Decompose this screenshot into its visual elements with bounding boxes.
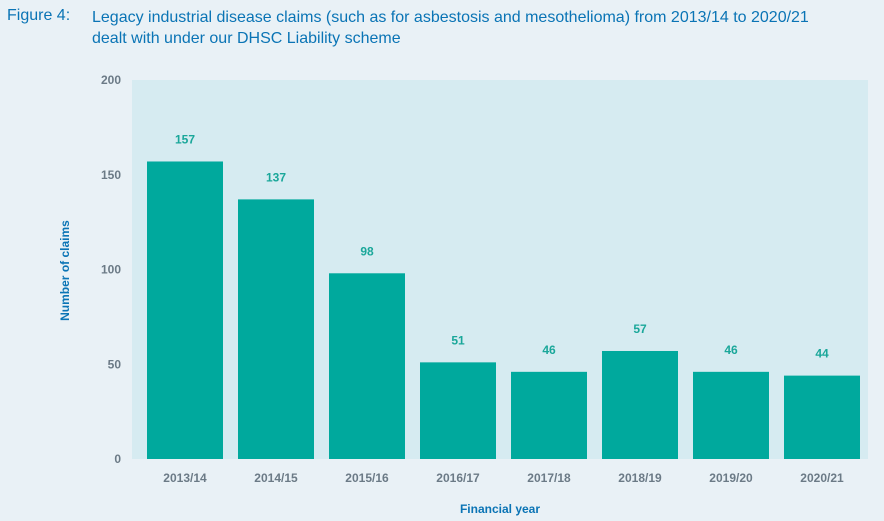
y-tick-label: 0 [114,452,121,466]
bar [784,375,860,459]
data-label: 57 [633,322,647,336]
y-tick-label: 150 [101,168,121,182]
data-label: 137 [266,170,286,184]
x-tick-label: 2020/21 [800,471,844,485]
data-label: 157 [175,132,195,146]
data-label: 46 [542,343,556,357]
figure-title-line-2: dealt with under our DHSC Liability sche… [92,30,401,47]
x-tick-label: 2013/14 [163,471,207,485]
data-label: 51 [451,333,465,347]
x-axis-ticks: 2013/14 2014/15 2015/16 2016/17 2017/18 2018/… [163,471,844,485]
x-tick-label: 2017/18 [527,471,571,485]
bar [602,350,678,459]
bar [147,161,223,460]
x-tick-label: 2014/15 [254,471,298,485]
y-axis-ticks: 0 50 100 150 200 [101,73,121,466]
figure-title-line-1: Legacy industrial disease claims (such a… [92,9,809,26]
x-tick-label: 2018/19 [618,471,662,485]
y-tick-label: 50 [108,357,122,371]
bar [511,371,587,459]
y-axis-title: Number of claims [58,220,72,321]
data-label: 46 [724,343,738,357]
bar [693,371,769,459]
bar [329,273,405,459]
y-tick-label: 100 [101,263,121,277]
figure-title: Legacy industrial disease claims (such a… [92,7,872,49]
y-tick-label: 200 [101,73,121,87]
bar [238,199,314,459]
bars [147,161,860,460]
x-tick-label: 2019/20 [709,471,753,485]
x-tick-label: 2016/17 [436,471,480,485]
data-label: 98 [360,244,374,258]
data-labels: 157 137 98 51 46 57 46 44 [175,132,829,360]
x-tick-label: 2015/16 [345,471,389,485]
figure-number: Figure 4: [7,7,71,24]
bar [420,362,496,459]
x-axis-title: Financial year [460,502,540,516]
data-label: 44 [815,347,829,361]
